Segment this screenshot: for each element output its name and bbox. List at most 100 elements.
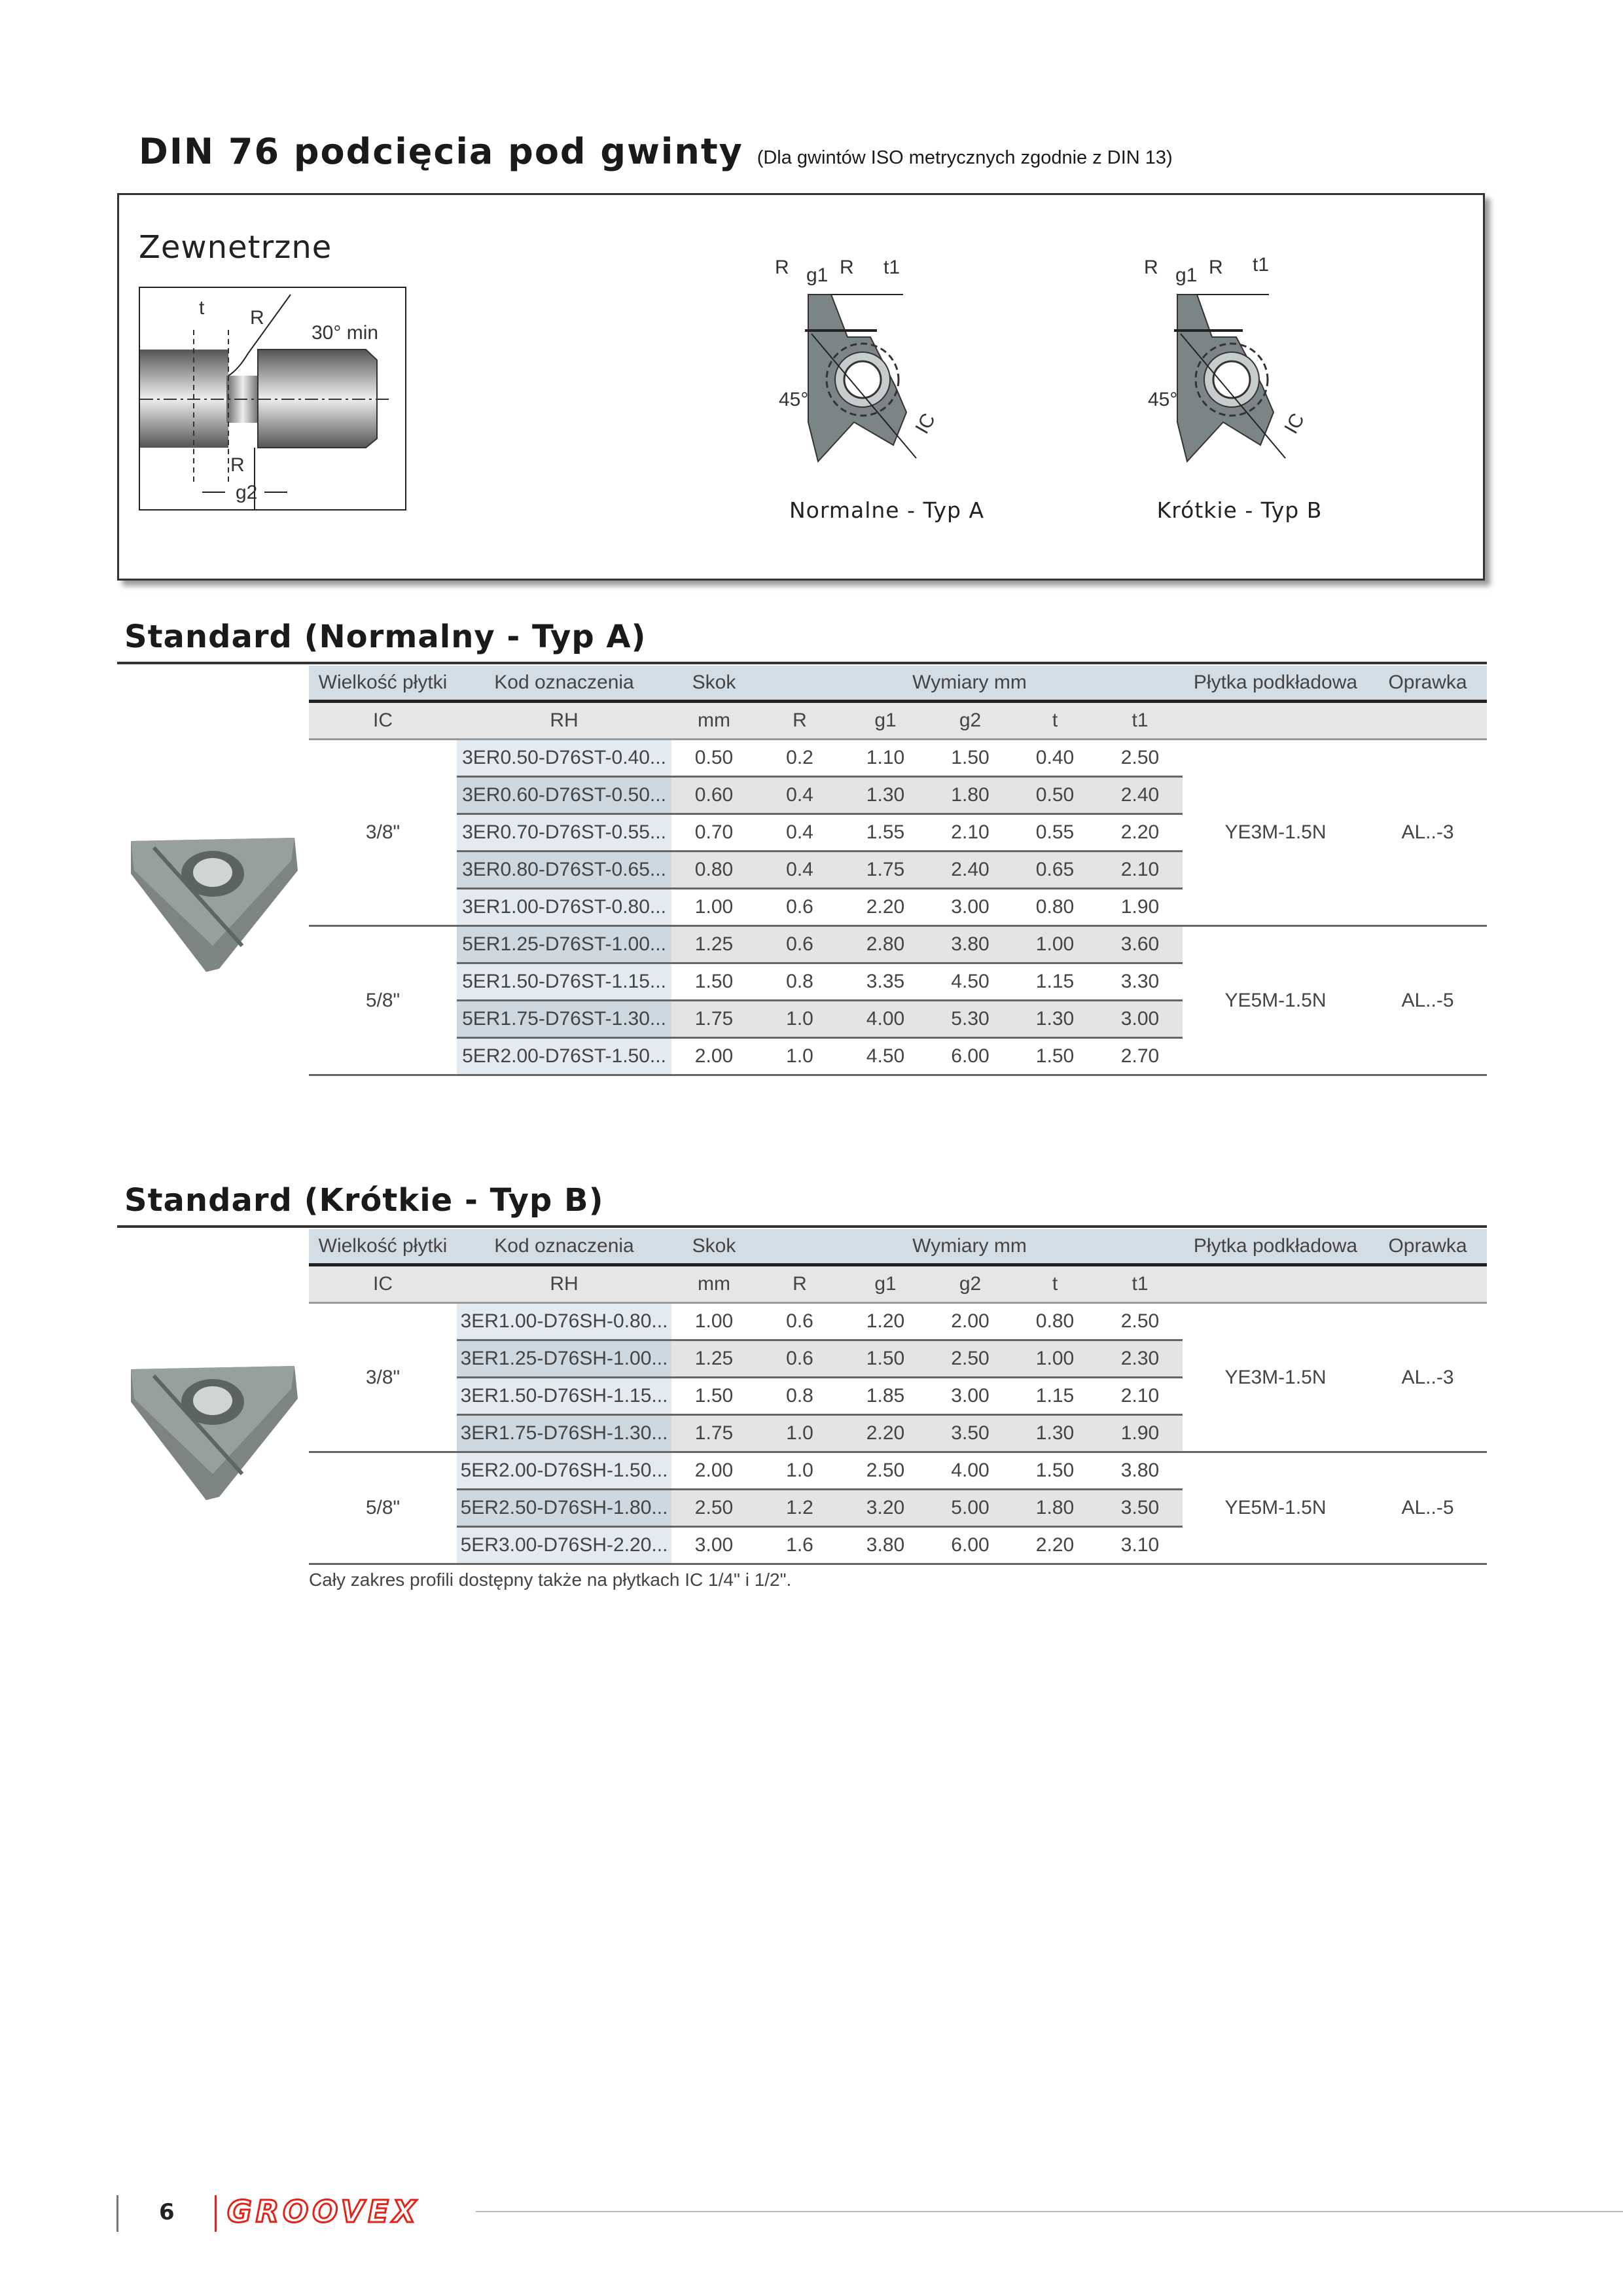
dimension-cell: 2.20	[843, 888, 928, 927]
header-row: Wielkość płytki Kod oznaczenia Skok Wymiary…	[309, 666, 1487, 703]
footnote: Cały zakres profili dostępny także na pł…	[309, 1570, 792, 1590]
shaft-label-g2: g2	[236, 482, 257, 503]
dimension-cell: 0.2	[757, 739, 843, 778]
header-row: Wielkość płytki Kod oznaczenia Skok Wymiary…	[309, 1229, 1487, 1266]
column-subheader-empty	[1183, 701, 1368, 740]
dimension-cell: 2.20	[1012, 1526, 1097, 1565]
dimension-cell: 1.0	[757, 1414, 843, 1453]
designation-code: 5ER1.50-D76ST-1.15...	[457, 963, 671, 1001]
dimension-cell: 2.10	[1097, 851, 1183, 889]
dimension-cell: 1.00	[671, 1302, 757, 1341]
dimension-cell: 0.70	[671, 814, 757, 852]
table-row: 3ER1.75-D76SH-1.30... 1.75 1.0 2.20 3.50 1.30…	[309, 1414, 1487, 1453]
dimension-cell: 3.10	[1097, 1526, 1183, 1565]
dimension-cell: 0.80	[1012, 888, 1097, 927]
shaft-label-t: t	[199, 297, 205, 319]
column-subheader: mm	[671, 1265, 757, 1304]
label-r1: R	[1144, 257, 1158, 278]
dimension-cell: 1.0	[757, 1000, 843, 1039]
column-subheader-empty	[1368, 701, 1487, 740]
dimension-cell: 0.8	[757, 963, 843, 1001]
column-subheader: g1	[843, 1265, 928, 1304]
column-header: Oprawka	[1368, 1229, 1487, 1266]
dimension-cell: 1.2	[757, 1489, 843, 1528]
title-main: DIN 76 podcięcia pod gwinty	[139, 131, 743, 172]
table-row: 5ER3.00-D76SH-2.20... 3.00 1.6 3.80 6.00 2.20…	[309, 1526, 1487, 1565]
designation-code: 5ER1.75-D76ST-1.30...	[457, 1000, 671, 1039]
dimension-cell: 0.6	[757, 888, 843, 927]
designation-code: 3ER0.60-D76ST-0.50...	[457, 776, 671, 815]
column-header: Kod oznaczenia	[457, 666, 671, 703]
column-subheader: g2	[928, 701, 1012, 740]
label-angle: 45°	[1148, 389, 1177, 410]
column-subheader: RH	[457, 1265, 671, 1304]
designation-code: 3ER0.70-D76ST-0.55...	[457, 814, 671, 852]
type-b-caption: Krótkie - Typ B	[1156, 497, 1323, 523]
table-row: 3ER0.80-D76ST-0.65... 0.80 0.4 1.75 2.40 0.65…	[309, 851, 1487, 889]
dimension-cell: 2.10	[1097, 1377, 1183, 1416]
ic-size: 5/8"	[309, 925, 457, 1076]
label-r1: R	[775, 257, 789, 278]
dimension-cell: 0.4	[757, 851, 843, 889]
label-angle: 45°	[779, 389, 808, 410]
dimension-cell: 1.50	[843, 1340, 928, 1378]
dimension-cell: 4.50	[928, 963, 1012, 1001]
dimension-cell: 3.00	[671, 1526, 757, 1565]
dimension-cell: 2.10	[928, 814, 1012, 852]
dimension-cell: 1.55	[843, 814, 928, 852]
table-row: 3/8" 3ER1.00-D76SH-0.80... 1.00 0.6 1.20 2.00…	[309, 1302, 1487, 1453]
dimension-cell: 3.00	[928, 888, 1012, 927]
column-subheader: t	[1012, 701, 1097, 740]
toolholder: AL..-3	[1368, 1302, 1487, 1453]
ic-size: 5/8"	[309, 1452, 457, 1565]
dimension-cell: 3.80	[843, 1526, 928, 1565]
designation-code: 5ER2.50-D76SH-1.80...	[457, 1489, 671, 1528]
column-subheader: RH	[457, 701, 671, 740]
column-header: Wymiary mm	[757, 1229, 1183, 1266]
designation-code: 3ER0.80-D76ST-0.65...	[457, 851, 671, 889]
dimension-cell: 2.50	[1097, 739, 1183, 778]
dimension-cell: 3.80	[928, 925, 1012, 964]
column-subheader: IC	[309, 1265, 457, 1304]
column-subheader: mm	[671, 701, 757, 740]
dimension-cell: 4.50	[843, 1037, 928, 1076]
designation-code: 3ER1.00-D76SH-0.80...	[457, 1302, 671, 1341]
designation-code: 5ER1.25-D76ST-1.00...	[457, 925, 671, 964]
column-header: Płytka podkładowa	[1183, 666, 1368, 703]
dimension-cell: 0.50	[671, 739, 757, 778]
table-row: 5/8" 5ER1.25-D76ST-1.00... 1.25 0.6 2.80 3.80…	[309, 925, 1487, 1076]
dimension-cell: 6.00	[928, 1526, 1012, 1565]
column-subheader-empty	[1183, 1265, 1368, 1304]
section-a-table: Wielkość płytki Kod oznaczenia Skok Wymiary…	[309, 666, 1487, 1076]
dimension-cell: 1.80	[1012, 1489, 1097, 1528]
dimension-cell: 0.8	[757, 1377, 843, 1416]
shaft-diagram: t R 30° min R g2	[139, 287, 406, 511]
dimension-cell: 1.85	[843, 1377, 928, 1416]
dimension-cell: 1.6	[757, 1526, 843, 1565]
dimension-cell: 1.75	[671, 1000, 757, 1039]
column-header: Kod oznaczenia	[457, 1229, 671, 1266]
dimension-cell: 3.00	[1097, 1000, 1183, 1039]
label-ic: IC	[1280, 410, 1309, 437]
dimension-cell: 0.65	[1012, 851, 1097, 889]
dimension-cell: 0.80	[1012, 1302, 1097, 1341]
column-header: Płytka podkładowa	[1183, 1229, 1368, 1266]
dimension-cell: 1.50	[928, 739, 1012, 778]
dimension-cell: 2.20	[843, 1414, 928, 1453]
dimension-cell: 0.6	[757, 1340, 843, 1378]
table-row: 5ER2.00-D76ST-1.50... 2.00 1.0 4.50 6.00 1.50…	[309, 1037, 1487, 1076]
column-subheader: g1	[843, 701, 928, 740]
dimension-cell: 1.20	[843, 1302, 928, 1341]
dimension-cell: 1.00	[1012, 1340, 1097, 1378]
dimension-cell: 1.25	[671, 1340, 757, 1378]
dimension-cell: 3.50	[1097, 1489, 1183, 1528]
dimension-cell: 0.60	[671, 776, 757, 815]
section-b-table: Wielkość płytki Kod oznaczenia Skok Wymiary…	[309, 1229, 1487, 1565]
groovex-logo: GROOVEX	[226, 2193, 420, 2231]
dimension-cell: 2.80	[843, 925, 928, 964]
designation-code: 3ER1.75-D76SH-1.30...	[457, 1414, 671, 1453]
dimension-cell: 2.00	[671, 1037, 757, 1076]
diagram-heading: Zewnetrzne	[139, 229, 332, 266]
